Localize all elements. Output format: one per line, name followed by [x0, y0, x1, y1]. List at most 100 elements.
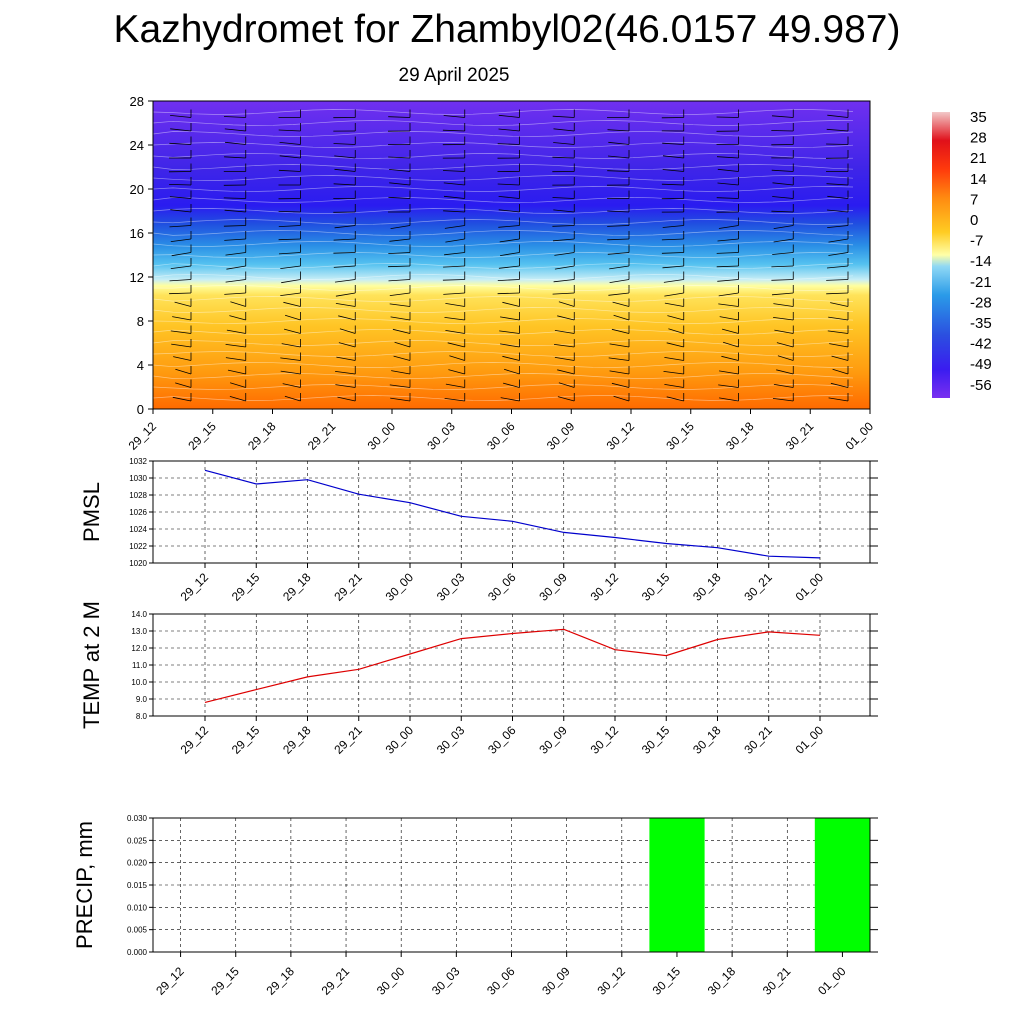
wind-barb [389, 303, 411, 307]
wind-barb [278, 252, 301, 255]
wind-barb [443, 115, 465, 118]
y-tick-label: 13.0 [131, 627, 147, 636]
colorbar-label: -21 [970, 274, 992, 291]
wind-barb [502, 301, 520, 307]
wind-barb [663, 371, 684, 375]
wind-barb [226, 265, 246, 270]
wind-barb [338, 342, 356, 348]
wind-barb [388, 252, 411, 254]
wind-barb [224, 292, 246, 295]
wind-barb [335, 371, 356, 375]
wind-barb [772, 182, 794, 186]
y-tick-label: 0.000 [127, 948, 148, 957]
wind-barb [717, 279, 739, 282]
wind-barb [172, 396, 192, 402]
wind-barb [225, 357, 246, 361]
x-tick-label: 30_06 [484, 964, 518, 998]
wind-barb [339, 328, 356, 334]
x-tick-label: 30_03 [424, 419, 458, 453]
wind-barb [771, 265, 794, 268]
wind-barb [552, 225, 575, 227]
wind-barb [278, 238, 301, 241]
wind-barb [443, 292, 465, 295]
colorbar-label: 35 [970, 109, 987, 126]
wind-barb [447, 342, 465, 348]
wind-barb [334, 155, 356, 159]
wind-barb [717, 238, 739, 242]
wind-barb [716, 265, 739, 268]
wind-barb [773, 238, 794, 243]
isotherm-line [152, 274, 854, 280]
wind-barb [666, 396, 684, 402]
wind-barb [170, 115, 192, 118]
wind-barb [611, 328, 630, 334]
wind-barb [281, 343, 301, 348]
wind-barb [662, 155, 684, 159]
wind-barb [828, 252, 849, 256]
wind-barb [391, 370, 411, 375]
wind-barb [334, 225, 356, 229]
wind-barb [827, 195, 849, 199]
wind-barb [389, 169, 411, 172]
wind-barb [557, 369, 575, 375]
x-tick-label: 29_18 [280, 723, 314, 757]
wind-barb [558, 301, 575, 307]
wind-barb [390, 316, 411, 321]
wind-barb [553, 344, 575, 348]
x-tick-label: 29_18 [245, 419, 279, 453]
wind-barb [609, 279, 630, 283]
x-tick-label: 30_21 [741, 723, 775, 757]
wind-barb [661, 252, 684, 254]
wind-barb [721, 355, 739, 361]
y-tick-label: 0.005 [127, 926, 148, 935]
colorbar-label: -56 [970, 377, 992, 394]
wind-barb [609, 343, 630, 348]
x-tick-label: 30_06 [485, 570, 519, 604]
x-tick-label: 30_09 [536, 570, 570, 604]
wind-barb [771, 130, 794, 132]
isotherm-line [152, 230, 854, 236]
y-tick-label: 1024 [129, 525, 147, 534]
wind-barb [773, 384, 794, 388]
wind-barb [607, 155, 630, 159]
x-tick-label: 29_12 [153, 964, 187, 998]
y-axis-label: TEMP at 2 M [79, 601, 104, 729]
isotherm-line [152, 109, 854, 115]
wind-barb [334, 279, 356, 283]
wind-barb [716, 116, 739, 118]
wind-barb [664, 292, 684, 297]
wind-barb [223, 116, 246, 118]
wind-barb [170, 209, 192, 213]
x-tick-label: 30_09 [539, 964, 573, 998]
wind-barb [718, 292, 739, 297]
wind-barb [557, 315, 575, 321]
colorbar-label: -35 [970, 315, 992, 332]
wind-barb [607, 129, 630, 132]
wind-barb [499, 330, 520, 334]
wind-barb [333, 265, 356, 268]
panel-frame [152, 460, 871, 564]
wind-barb [773, 317, 794, 321]
wind-barb [443, 210, 465, 213]
isotherm-line [152, 219, 854, 225]
isotherm-line [152, 285, 854, 291]
wind-barb [225, 279, 246, 283]
wind-barb [394, 341, 411, 348]
y-tick-label: 11.0 [132, 661, 148, 670]
wind-barb [608, 141, 630, 145]
y-tick-label: 1026 [129, 508, 147, 517]
x-tick-label: 30_21 [760, 964, 794, 998]
wind-barb [393, 355, 411, 361]
wind-barb [225, 252, 246, 256]
wind-barb [278, 211, 301, 213]
wind-barb [666, 342, 684, 348]
wind-barb [498, 209, 520, 213]
wind-barb [826, 265, 849, 269]
y-tick-label: 24 [130, 138, 144, 153]
wind-barb [500, 252, 520, 256]
wind-barb [608, 357, 630, 361]
wind-barb [338, 315, 356, 321]
wind-barb [771, 210, 794, 213]
wind-barb [335, 303, 356, 307]
isotherms [152, 109, 854, 401]
